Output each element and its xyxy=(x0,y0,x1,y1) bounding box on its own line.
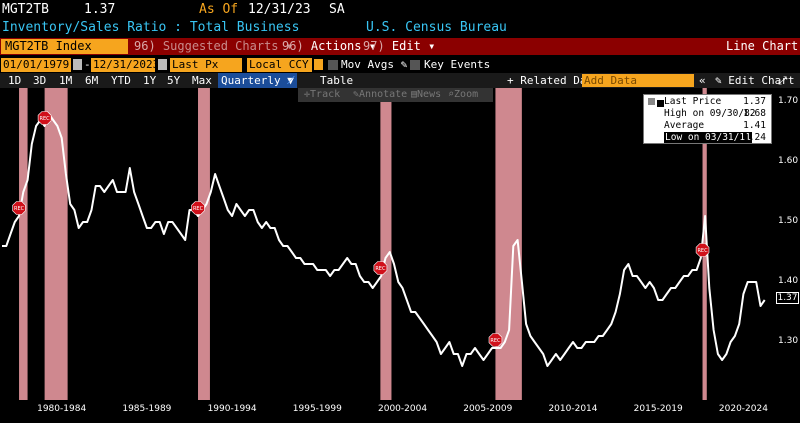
zoom-button[interactable]: ⌕ Zoom xyxy=(448,89,479,100)
chevron-down-icon: ▾ xyxy=(428,39,436,53)
pencil-icon: ✎ xyxy=(715,74,722,87)
svg-text:REC: REC xyxy=(490,338,501,344)
function-toolbar: MGT2TB Index 96) Suggested Charts ▾ 96) … xyxy=(0,38,800,55)
mov-avgs-checkbox[interactable] xyxy=(328,60,338,70)
chevron-down-icon: ▾ xyxy=(285,39,293,53)
edit-chart-button[interactable]: ✎ Edit Chart xyxy=(715,74,795,87)
svg-text:REC: REC xyxy=(375,266,386,272)
dropdown-icon[interactable] xyxy=(314,59,323,70)
key-events-label: Key Events xyxy=(424,58,491,71)
legend-average: Average 1.41 xyxy=(664,120,766,131)
legend-low: Low on 03/31/11 1.24 xyxy=(664,132,766,143)
price-field-select[interactable]: Last Px xyxy=(170,58,242,72)
x-tick-label: 2000-2004 xyxy=(378,404,428,414)
adjustment-label: SA xyxy=(329,2,345,17)
y-tick-label: 1.30 xyxy=(778,336,799,346)
svg-text:REC: REC xyxy=(193,206,204,212)
period-1m[interactable]: 1M xyxy=(59,74,73,87)
period-ytd[interactable]: YTD xyxy=(111,74,131,87)
y-tick-label: 1.60 xyxy=(778,156,799,166)
line-chart[interactable]: REC REC REC REC REC REC xyxy=(0,88,800,423)
x-tick-label: 1980-1984 xyxy=(37,404,87,414)
end-date-field[interactable]: 12/31/2023 xyxy=(91,58,160,72)
chart-tools-toolbar: ✛ Track ✎ Annotate ▤ News ⌕ Zoom xyxy=(298,88,493,102)
recession-band xyxy=(44,88,68,400)
news-button[interactable]: ▤ News xyxy=(411,89,442,100)
expand-icon[interactable]: ⤢ xyxy=(778,74,787,87)
period-row: 1D 3D 1M 6M YTD 1Y 5Y Max Quarterly ▼ ⟋ … xyxy=(0,73,800,88)
recession-marker[interactable]: REC xyxy=(488,333,503,347)
suggested-charts-button[interactable]: 96) Suggested Charts ▾ xyxy=(134,39,293,53)
recession-band xyxy=(380,88,392,400)
settings-row: 01/01/1979 - 12/31/2023 Last Px Local CC… xyxy=(0,57,800,73)
recession-marker[interactable]: REC xyxy=(191,201,205,215)
key-events-checkbox[interactable] xyxy=(410,60,420,70)
svg-text:REC: REC xyxy=(40,116,51,122)
annotate-button[interactable]: ✎ Annotate xyxy=(353,89,408,100)
y-tick-label: 1.50 xyxy=(778,216,799,226)
period-max[interactable]: Max xyxy=(192,74,212,87)
add-data-input[interactable]: Add Data xyxy=(582,74,694,87)
x-tick-label: 2015-2019 xyxy=(633,404,683,414)
security-description: Inventory/Sales Ratio : Total Business xyxy=(2,20,300,35)
last-value: 1.37 xyxy=(84,2,116,17)
asof-label: As Of xyxy=(199,2,239,17)
calendar-icon[interactable] xyxy=(73,59,82,70)
x-tick-label: 2020-2024 xyxy=(718,404,768,414)
y-tick-label: 1.40 xyxy=(778,276,799,286)
period-1d[interactable]: 1D xyxy=(8,74,22,87)
recession-marker[interactable]: REC xyxy=(373,261,388,275)
pencil-icon: ✎ xyxy=(400,58,408,71)
start-date-field[interactable]: 01/01/1979 xyxy=(1,58,71,72)
legend-swatch xyxy=(657,100,664,107)
security-input[interactable]: MGT2TB Index xyxy=(1,39,128,54)
period-5y[interactable]: 5Y xyxy=(167,74,181,87)
legend-last-price: Last Price 1.37 xyxy=(664,96,766,107)
svg-text:REC: REC xyxy=(697,248,708,254)
data-source: U.S. Census Bureau xyxy=(366,20,507,35)
actions-button[interactable]: 96) Actions ▾ xyxy=(282,39,376,53)
chart-legend: Last Price 1.37 High on 09/30/82 1.68 Aver… xyxy=(643,94,772,144)
ticker-label: MGT2TB xyxy=(2,2,49,17)
svg-text:REC: REC xyxy=(14,206,25,212)
recession-band xyxy=(19,88,28,400)
recession-marker[interactable]: REC xyxy=(12,201,26,215)
line-chart-icon[interactable]: ⟋ xyxy=(287,74,295,87)
chart-type-title: Line Chart xyxy=(726,39,799,53)
edit-button[interactable]: 97) Edit ▾ xyxy=(363,39,436,53)
security-header: MGT2TB 1.37 As Of 12/31/23 SA xyxy=(0,2,800,20)
track-button[interactable]: ✛ Track xyxy=(304,89,341,100)
x-tick-label: 1985-1989 xyxy=(122,404,172,414)
date-separator: - xyxy=(84,58,91,71)
table-button[interactable]: Table xyxy=(320,74,354,87)
frequency-select[interactable]: Quarterly ▼ xyxy=(218,73,297,88)
legend-high: High on 09/30/82 1.68 xyxy=(664,108,766,119)
security-description-row: Inventory/Sales Ratio : Total Business U… xyxy=(0,20,800,38)
calendar-icon[interactable] xyxy=(158,59,167,70)
plus-icon: + xyxy=(507,74,514,87)
period-1y[interactable]: 1Y xyxy=(143,74,157,87)
period-6m[interactable]: 6M xyxy=(85,74,99,87)
x-tick-label: 1990-1994 xyxy=(207,404,257,414)
asof-date: 12/31/23 xyxy=(248,2,311,17)
recession-marker[interactable]: REC xyxy=(37,111,52,125)
related-data-button[interactable]: + Related Dat xyxy=(507,74,594,87)
collapse-icon[interactable]: « xyxy=(699,74,706,87)
last-value-tag: 1.37 xyxy=(776,292,799,304)
recession-marker[interactable]: REC xyxy=(695,243,710,257)
recession-band xyxy=(198,88,210,400)
currency-select[interactable]: Local CCY xyxy=(247,58,312,72)
x-tick-label: 2010-2014 xyxy=(548,404,598,414)
chevron-down-icon: ▾ xyxy=(368,39,376,53)
x-tick-label: 1995-1999 xyxy=(292,404,342,414)
period-3d[interactable]: 3D xyxy=(33,74,47,87)
x-tick-label: 2005-2009 xyxy=(463,404,513,414)
mov-avgs-label: Mov Avgs ✎ xyxy=(341,58,408,71)
y-tick-label: 1.70 xyxy=(778,96,799,106)
legend-toggle-icon[interactable] xyxy=(648,98,655,105)
